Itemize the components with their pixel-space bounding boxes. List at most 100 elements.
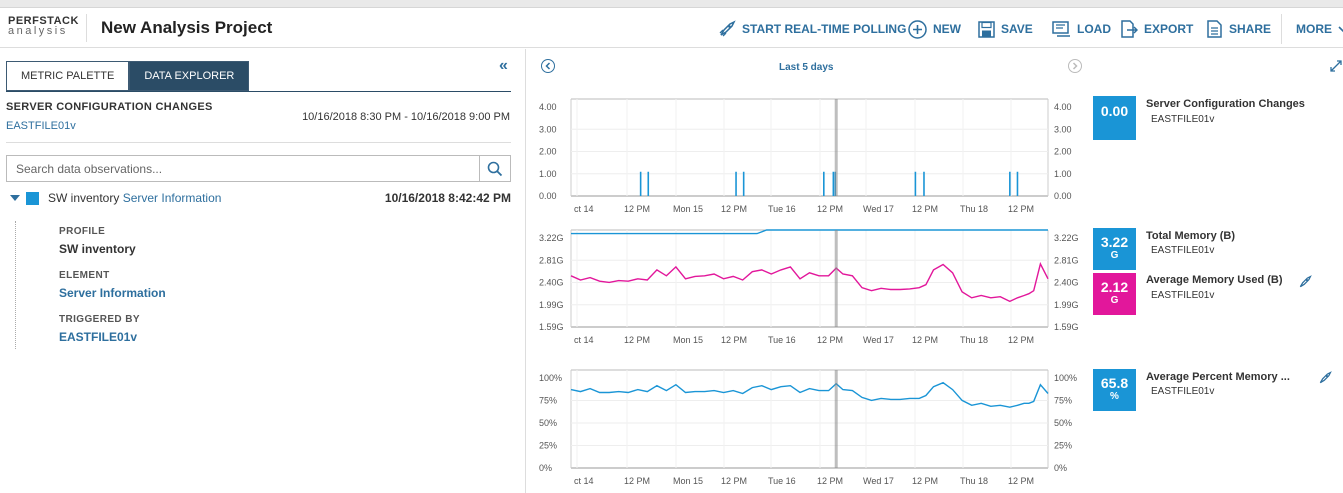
load-button[interactable]: LOAD <box>1052 18 1111 40</box>
legend-node-total-memory: EASTFILE01v <box>1151 245 1215 256</box>
x-tick-label: 12 PM <box>912 476 938 486</box>
search-input[interactable] <box>7 156 479 181</box>
left-panel: METRIC PALETTE DATA EXPLORER « SERVER CO… <box>0 49 526 493</box>
legend-value-box-memory-used: 2.12 G <box>1093 273 1136 315</box>
observation-row[interactable]: SW inventory Server Information 10/16/20… <box>10 190 511 206</box>
legend-value-memory-used: 2.12 <box>1100 279 1129 295</box>
y-tick-label-right: 25% <box>1054 441 1072 451</box>
y-tick-label-left: 0.00 <box>539 191 557 201</box>
x-tick-label: 12 PM <box>817 476 843 486</box>
y-tick-label-right: 1.59G <box>1054 322 1079 332</box>
y-tick-label-right: 0.00 <box>1054 191 1072 201</box>
series-line <box>570 261 1049 303</box>
caret-down-icon[interactable] <box>10 195 20 201</box>
legend-name-total-memory[interactable]: Total Memory (B) <box>1146 230 1236 242</box>
tab-data-explorer[interactable]: DATA EXPLORER <box>129 61 250 91</box>
y-tick-label-left: 1.59G <box>539 322 564 332</box>
x-tick-label: Tue 16 <box>768 476 796 486</box>
legend-value-total-memory: 3.22 <box>1100 234 1129 250</box>
x-tick-label: Mon 15 <box>673 204 703 214</box>
collapse-panel-icon[interactable]: « <box>499 57 508 74</box>
legend-node-percent-memory: EASTFILE01v <box>1151 386 1215 397</box>
x-tick-label: ct 14 <box>574 476 594 486</box>
x-tick-label: Tue 16 <box>768 204 796 214</box>
rocket-icon <box>719 20 736 37</box>
save-button[interactable]: SAVE <box>978 18 1033 40</box>
y-tick-label-left: 75% <box>539 396 557 406</box>
y-tick-label-right: 3.22G <box>1054 233 1079 243</box>
previous-range-button[interactable] <box>541 59 555 73</box>
share-button[interactable]: SHARE <box>1207 18 1271 40</box>
x-tick-label: 12 PM <box>624 335 650 345</box>
legend-value-percent-memory: 65.8 <box>1100 375 1129 391</box>
x-tick-label: Wed 17 <box>863 204 894 214</box>
section-divider <box>6 142 511 143</box>
browser-strip <box>0 0 1343 8</box>
observation-link[interactable]: Server Information <box>122 191 222 205</box>
x-tick-label: 12 PM <box>817 335 843 345</box>
series-line <box>571 229 1048 235</box>
brand-line-1: PERFSTACK <box>8 15 79 27</box>
load-label: LOAD <box>1077 22 1111 36</box>
y-tick-label-right: 2.81G <box>1054 255 1079 265</box>
x-tick-label: Thu 18 <box>960 476 988 486</box>
legend-name-config-changes[interactable]: Server Configuration Changes <box>1146 98 1305 110</box>
y-tick-label-right: 4.00 <box>1054 102 1072 112</box>
rocket-icon[interactable] <box>1298 275 1312 289</box>
y-tick-label-left: 2.81G <box>539 255 564 265</box>
x-tick-label: Thu 18 <box>960 335 988 345</box>
share-label: SHARE <box>1229 22 1272 36</box>
more-menu-button[interactable]: MORE <box>1296 18 1343 40</box>
y-tick-label-left: 3.00 <box>539 124 557 134</box>
new-button[interactable]: NEW <box>908 18 961 40</box>
x-tick-label: 12 PM <box>912 335 938 345</box>
observation-prefix: SW inventory <box>48 191 120 205</box>
export-button[interactable]: EXPORT <box>1120 18 1193 40</box>
legend-value-box-percent-memory: 65.8 % <box>1093 369 1136 411</box>
detail-value-triggered-by[interactable]: EASTFILE01v <box>59 330 138 344</box>
start-polling-button[interactable]: START REAL-TIME POLLING <box>718 18 906 40</box>
search-box <box>6 155 511 182</box>
expand-icon[interactable] <box>1330 59 1342 77</box>
y-tick-label-left: 50% <box>539 418 557 428</box>
x-tick-label: 12 PM <box>721 335 747 345</box>
y-tick-label-left: 2.40G <box>539 278 564 288</box>
panel-tabs: METRIC PALETTE DATA EXPLORER <box>6 61 250 91</box>
time-marker <box>834 370 838 468</box>
y-tick-label-left: 4.00 <box>539 102 557 112</box>
brand-logo: PERFSTACK analysis <box>8 15 79 37</box>
time-marker <box>834 230 838 327</box>
legend-unit-total-memory: G <box>1110 250 1119 261</box>
y-tick-label-right: 1.99G <box>1054 300 1079 310</box>
y-tick-label-left: 1.99G <box>539 300 564 310</box>
x-tick-label: 12 PM <box>912 204 938 214</box>
tabs-underline <box>6 91 511 92</box>
y-tick-label-left: 2.00 <box>539 147 557 157</box>
next-range-button[interactable] <box>1068 59 1082 73</box>
charts-svg[interactable]: 4.00 4.00 3.00 3.00 2.00 2.00 1.00 1.00 0.00 0.00… <box>527 49 1343 493</box>
x-tick-label: 12 PM <box>624 204 650 214</box>
section-title: SERVER CONFIGURATION CHANGES <box>6 101 213 113</box>
x-tick-label: 12 PM <box>721 204 747 214</box>
search-button[interactable] <box>479 156 510 181</box>
share-document-icon <box>1207 20 1222 38</box>
y-tick-label-right: 2.00 <box>1054 147 1072 157</box>
detail-value-profile: SW inventory <box>59 242 136 256</box>
search-icon <box>487 161 503 176</box>
export-document-icon <box>1121 20 1138 38</box>
save-label: SAVE <box>1001 22 1033 36</box>
x-tick-label: 12 PM <box>1008 204 1034 214</box>
tab-metric-palette[interactable]: METRIC PALETTE <box>6 61 130 91</box>
legend-name-percent-memory[interactable]: Average Percent Memory ... <box>1146 371 1290 383</box>
y-tick-label-right: 50% <box>1054 418 1072 428</box>
rocket-icon[interactable] <box>1318 371 1332 385</box>
x-tick-label: Thu 18 <box>960 204 988 214</box>
section-node-link[interactable]: EASTFILE01v <box>6 120 76 132</box>
time-range-label[interactable]: Last 5 days <box>779 62 834 73</box>
legend-value-box-total-memory: 3.22 G <box>1093 228 1136 270</box>
legend-name-memory-used[interactable]: Average Memory Used (B) <box>1146 274 1283 286</box>
detail-value-element[interactable]: Server Information <box>59 286 166 300</box>
chevron-left-icon <box>545 62 551 70</box>
load-screen-icon <box>1052 20 1070 37</box>
more-label: MORE <box>1296 22 1332 36</box>
